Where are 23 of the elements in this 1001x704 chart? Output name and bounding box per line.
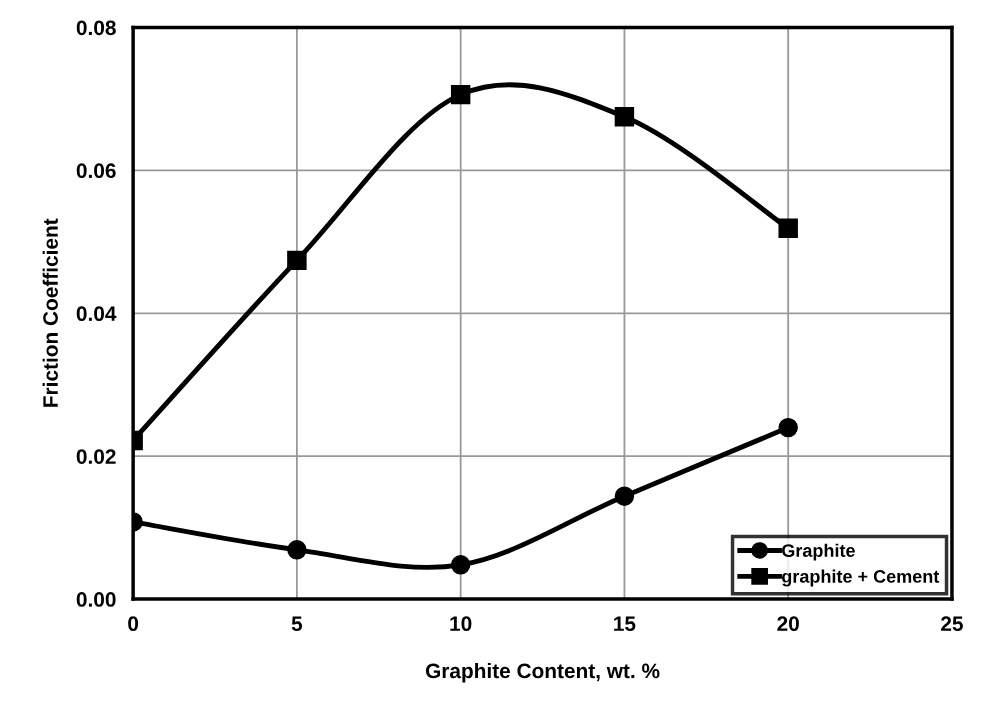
point xyxy=(287,250,307,271)
point xyxy=(287,540,307,560)
x-tick-label: 5 xyxy=(291,616,303,632)
point xyxy=(614,107,635,127)
legend-label: graphite + Cement xyxy=(782,569,940,587)
point xyxy=(450,84,471,105)
y-tick-label: 0.06 xyxy=(76,163,116,179)
x-tick-label: 15 xyxy=(614,616,636,632)
y-tick-label: 0.02 xyxy=(76,449,116,464)
y-tick-label: 0.04 xyxy=(76,306,117,322)
point xyxy=(778,417,798,438)
x-tick-label: 0 xyxy=(128,616,139,632)
point xyxy=(778,218,798,238)
x-tick-label: 25 xyxy=(941,616,963,632)
legend-label: Graphite xyxy=(782,543,855,561)
point xyxy=(614,486,635,506)
x-tick-label: 10 xyxy=(450,616,472,632)
point xyxy=(450,555,471,575)
y-tick-label: 0.08 xyxy=(76,20,116,36)
x-tick-label: 20 xyxy=(777,616,799,632)
y-tick-label: 0.00 xyxy=(76,592,116,607)
y-axis-title: Friction Coefficient xyxy=(42,218,58,407)
x-axis-title: Graphite Content, wt. % xyxy=(425,662,660,683)
